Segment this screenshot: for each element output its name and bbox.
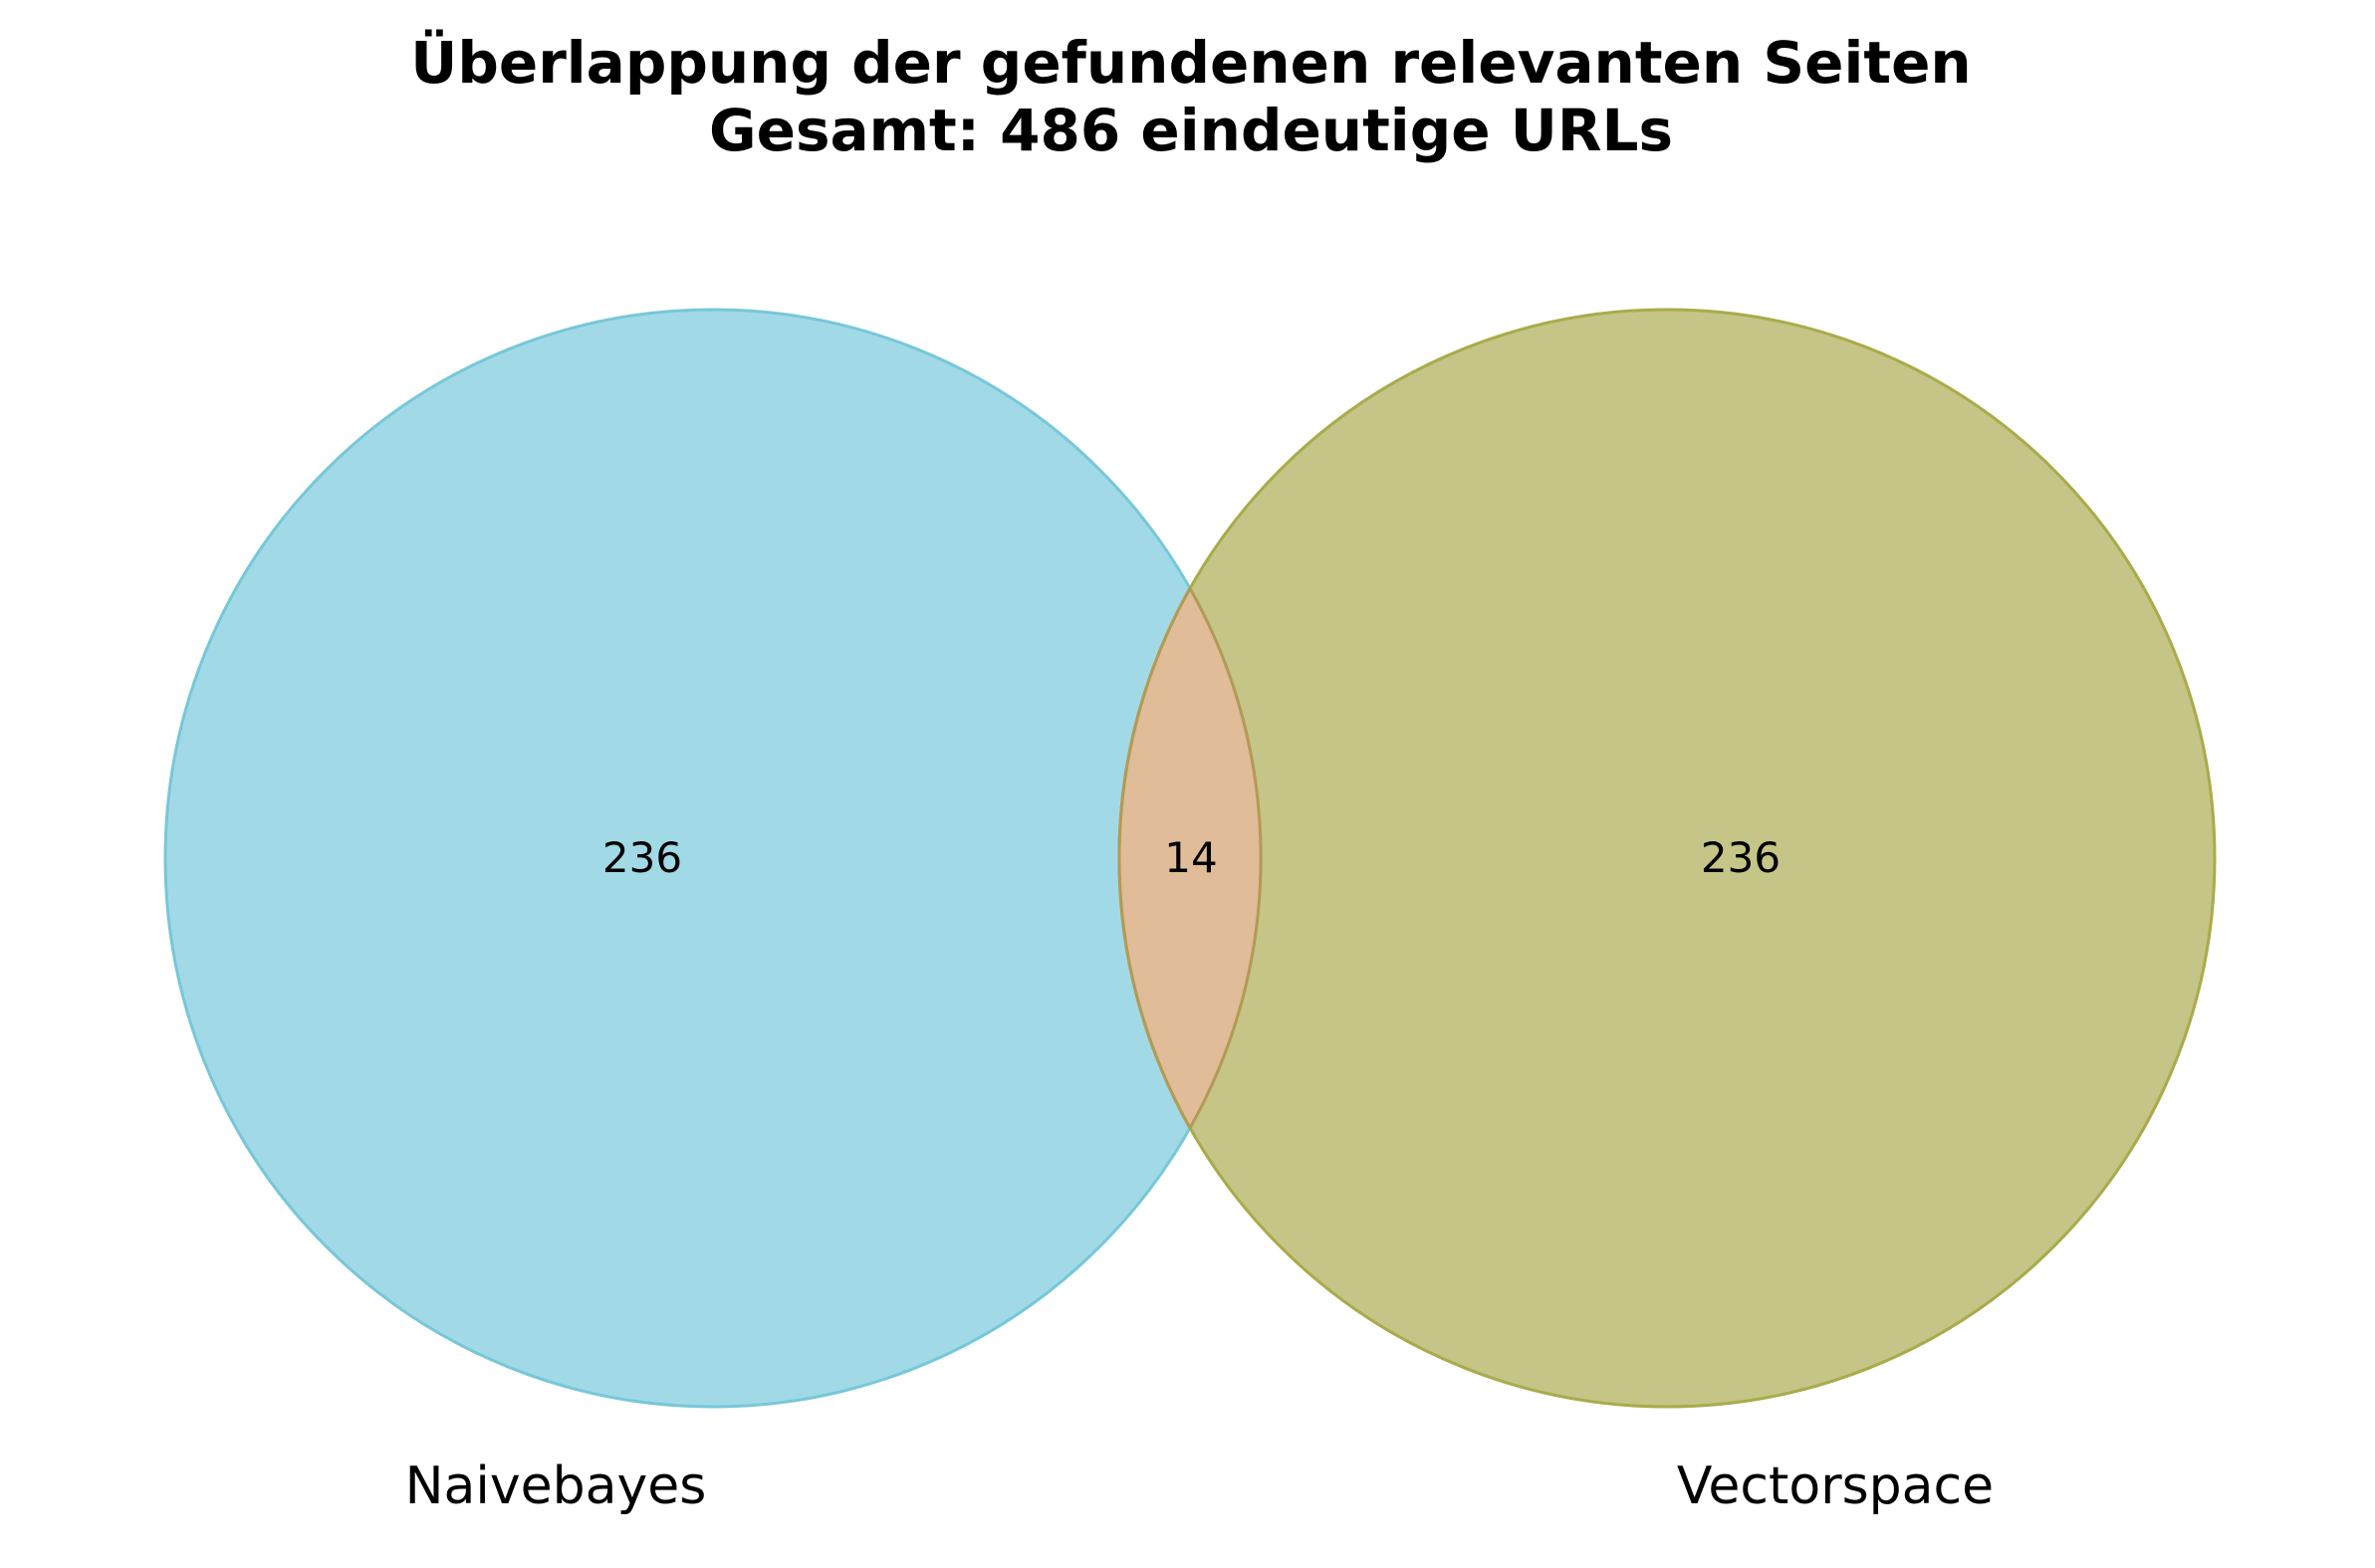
count-intersection: 14 xyxy=(1164,833,1217,882)
chart-title-line1: Überlappung der gefundenen relevanten Se… xyxy=(410,28,1971,97)
chart-title-line2: Gesamt: 486 eindeutige URLs xyxy=(709,97,1673,164)
count-naivebayes-only: 236 xyxy=(602,833,682,882)
set-circle-vectorspace xyxy=(1117,308,2217,1409)
count-vectorspace-only: 236 xyxy=(1701,833,1781,882)
set-label-vectorspace: Vectorspace xyxy=(1677,1456,1994,1516)
set-circle-naivebayes xyxy=(163,308,1263,1409)
intersection-left-arc xyxy=(1188,587,1263,1129)
set-label-naivebayes: Naivebayes xyxy=(405,1456,707,1516)
intersection-right-arc xyxy=(1117,587,1192,1129)
